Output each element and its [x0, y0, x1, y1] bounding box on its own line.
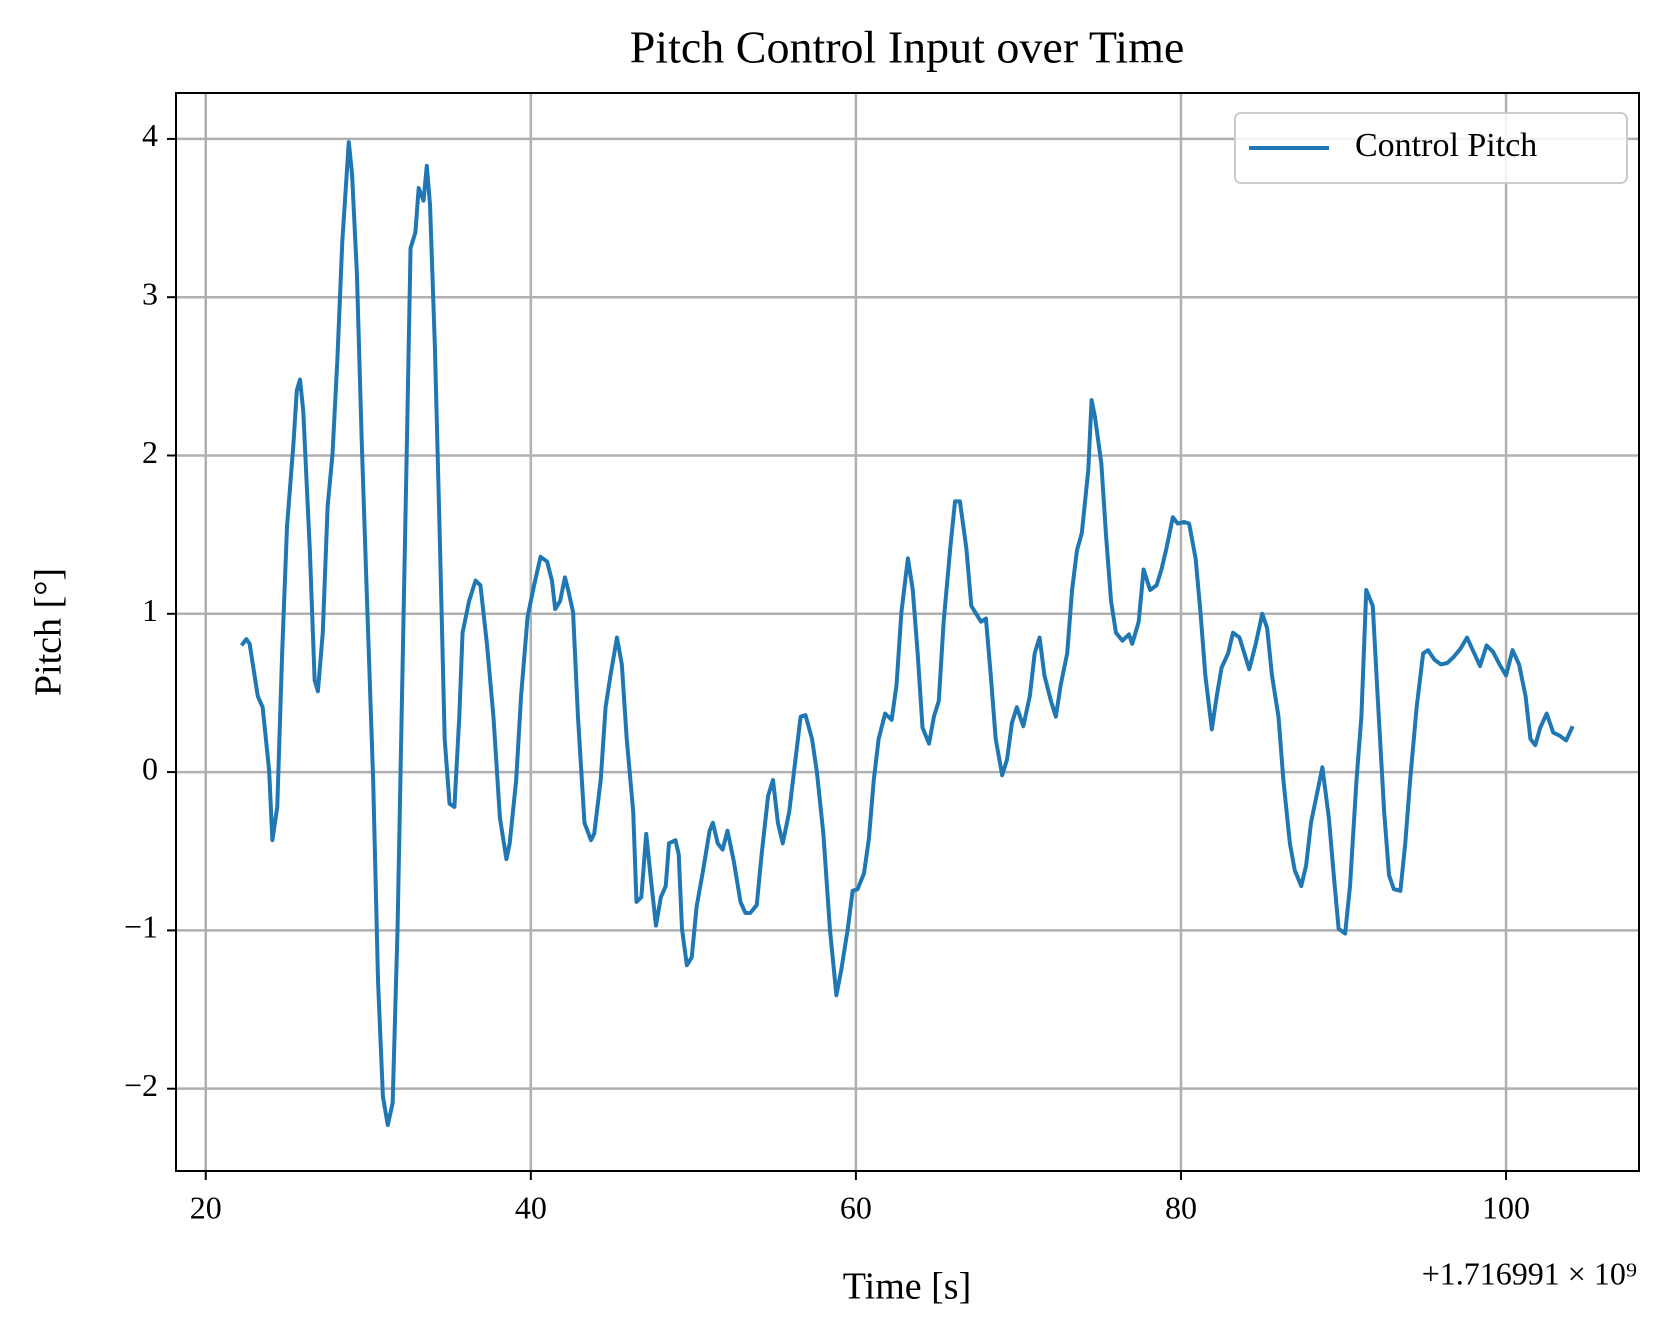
y-tick-label: 3 [142, 276, 158, 312]
x-tick-label: 60 [840, 1189, 872, 1225]
y-tick-label: −2 [124, 1067, 158, 1103]
y-tick-label: 1 [142, 592, 158, 628]
x-tick-label: 20 [190, 1189, 222, 1225]
x-offset-label: +1.716991 × 10⁹ [1422, 1255, 1637, 1291]
x-tick-label: 40 [515, 1189, 547, 1225]
plot-frame [175, 92, 1640, 1172]
legend-box [1234, 112, 1628, 184]
y-tick-label: −1 [124, 909, 158, 945]
y-tick-label: 2 [142, 434, 158, 470]
chart-title: Pitch Control Input over Time [630, 22, 1185, 73]
x-axis-label: Time [s] [843, 1266, 971, 1308]
x-tick-label: 80 [1165, 1189, 1197, 1225]
y-axis-label: Pitch [°] [28, 568, 70, 696]
x-tick-label: 100 [1482, 1189, 1530, 1225]
y-tick-label: 0 [142, 750, 158, 786]
legend-label: Control Pitch [1355, 127, 1537, 164]
y-tick-label: 4 [142, 117, 158, 153]
data-line [239, 140, 1575, 1128]
